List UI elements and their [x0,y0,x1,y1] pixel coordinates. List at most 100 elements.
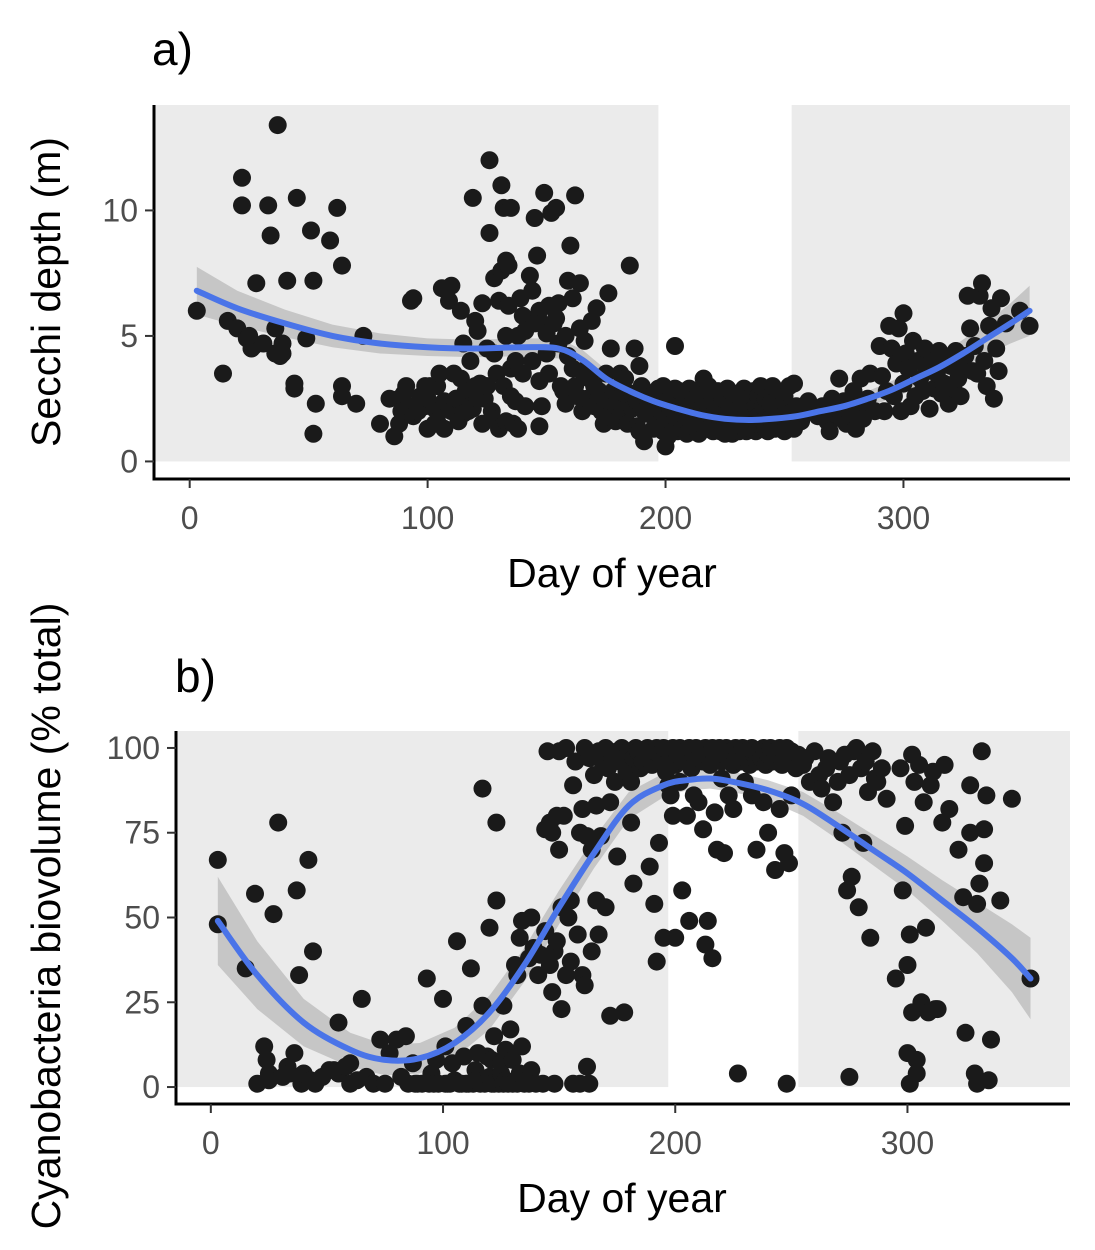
panel-b-point [705,803,724,822]
panel-b-point [480,918,499,937]
panel-b-point [417,969,436,988]
panel-b-point [907,1050,926,1069]
panel-b-point [269,813,288,832]
panel-b-point [596,898,615,917]
panel-b-point [694,820,713,839]
panel-a-point [575,331,594,350]
panel-a-point [461,352,480,370]
panel-b-point [849,898,868,917]
panel-a-point [549,294,568,313]
panel-b-point [921,776,940,795]
panel-b-point [259,1071,278,1090]
panel-b-point [557,739,576,757]
panel-b-point [840,1067,859,1086]
panel-b-point [877,789,896,808]
panel-a-point [328,198,347,217]
panel-b-point [979,1071,998,1090]
panel-b-point [257,1050,276,1069]
panel-a-point [509,419,527,438]
panel-b-point [956,1023,975,1042]
panel-b-point [824,793,843,812]
panel-a-point [987,339,1006,358]
panel-a-point [333,256,351,275]
panel-b-point [759,823,778,842]
panel-a-point [875,402,894,421]
panel-a-point [570,274,589,293]
panel-b-x-tick-label: 200 [649,1125,702,1161]
panel-a-point [882,339,901,358]
panel-b-point [545,1074,564,1093]
panel-b-point [578,1057,596,1076]
panel-b-point [696,935,715,954]
panel-a-x-tick-label: 300 [877,500,930,536]
panel-a-point [404,289,423,308]
panel-b-point [975,854,994,873]
panel-a-point [347,394,366,413]
panel-b-point [522,908,541,927]
panel-b-point [454,1047,473,1066]
panel-b-points [208,739,1040,1093]
panel-b-point [622,813,641,832]
panel-b-point [754,793,773,812]
panel-a-point [894,304,913,323]
panel-a-point [304,424,323,443]
panel-a-point [547,198,566,217]
panel-b-point [473,779,492,798]
panel-a-ribbon-layer [196,266,1030,425]
panel-b-point [573,800,592,818]
panel-b-point [352,989,371,1008]
panel-a-point [556,326,575,345]
panel-b-point [580,1074,599,1093]
panel-b-point [575,976,594,995]
panel-b-point [550,840,569,859]
panel-a-point [666,337,684,355]
panel-b-point [780,854,798,873]
panel-b-point [473,996,492,1015]
panel-b-point [615,1003,634,1022]
panel-a-point [442,276,461,295]
panel-b-point [970,874,989,893]
panel-b-point [522,1061,541,1080]
panel-b-point [376,1074,394,1093]
panel-b-point [557,966,576,985]
panel-b-point [1002,789,1021,808]
panel-b-point [896,816,915,835]
panel-b-point [893,881,912,900]
panel-a-point [961,319,980,338]
panel-a-point [240,326,259,345]
panel-a-y-tick-label: 10 [102,192,138,228]
panel-b-point [448,932,466,951]
panel-b-point [601,793,620,812]
panel-b-point [777,1074,796,1093]
panel-b-y-tick-label: 75 [124,815,160,851]
panel-a-point [397,377,416,396]
panel-b-point [673,881,692,900]
panel-b-point [371,1030,390,1049]
panel-b-point [624,874,643,893]
panel-b-shading [176,731,1070,1088]
panel-b-point [608,847,627,866]
panel-a-y-tick-label: 0 [120,443,138,479]
panel-a-point [371,414,389,433]
panel-a-point [247,274,266,293]
panel-b-point [510,928,529,947]
panel-b-smooth-layer [214,775,1034,1064]
panel-b-point [680,911,699,930]
panel-b-point [661,786,680,805]
panel-a-point [984,389,1003,408]
panel-b-point [698,911,717,930]
panel-b-point [299,850,318,869]
panel-a-point [473,294,492,313]
panel-b-point [554,806,573,825]
panel-a-tag: a) [152,23,193,75]
panel-a-point [920,399,939,418]
panel-a-point [302,221,320,240]
panel-b-point [954,888,973,907]
panel-a-point [480,224,499,242]
panel-a-point [830,369,849,388]
panel-a-point [530,417,549,436]
panel-b-point [601,1006,620,1025]
panel-a-point [616,369,635,388]
panel-b-point [724,800,743,818]
